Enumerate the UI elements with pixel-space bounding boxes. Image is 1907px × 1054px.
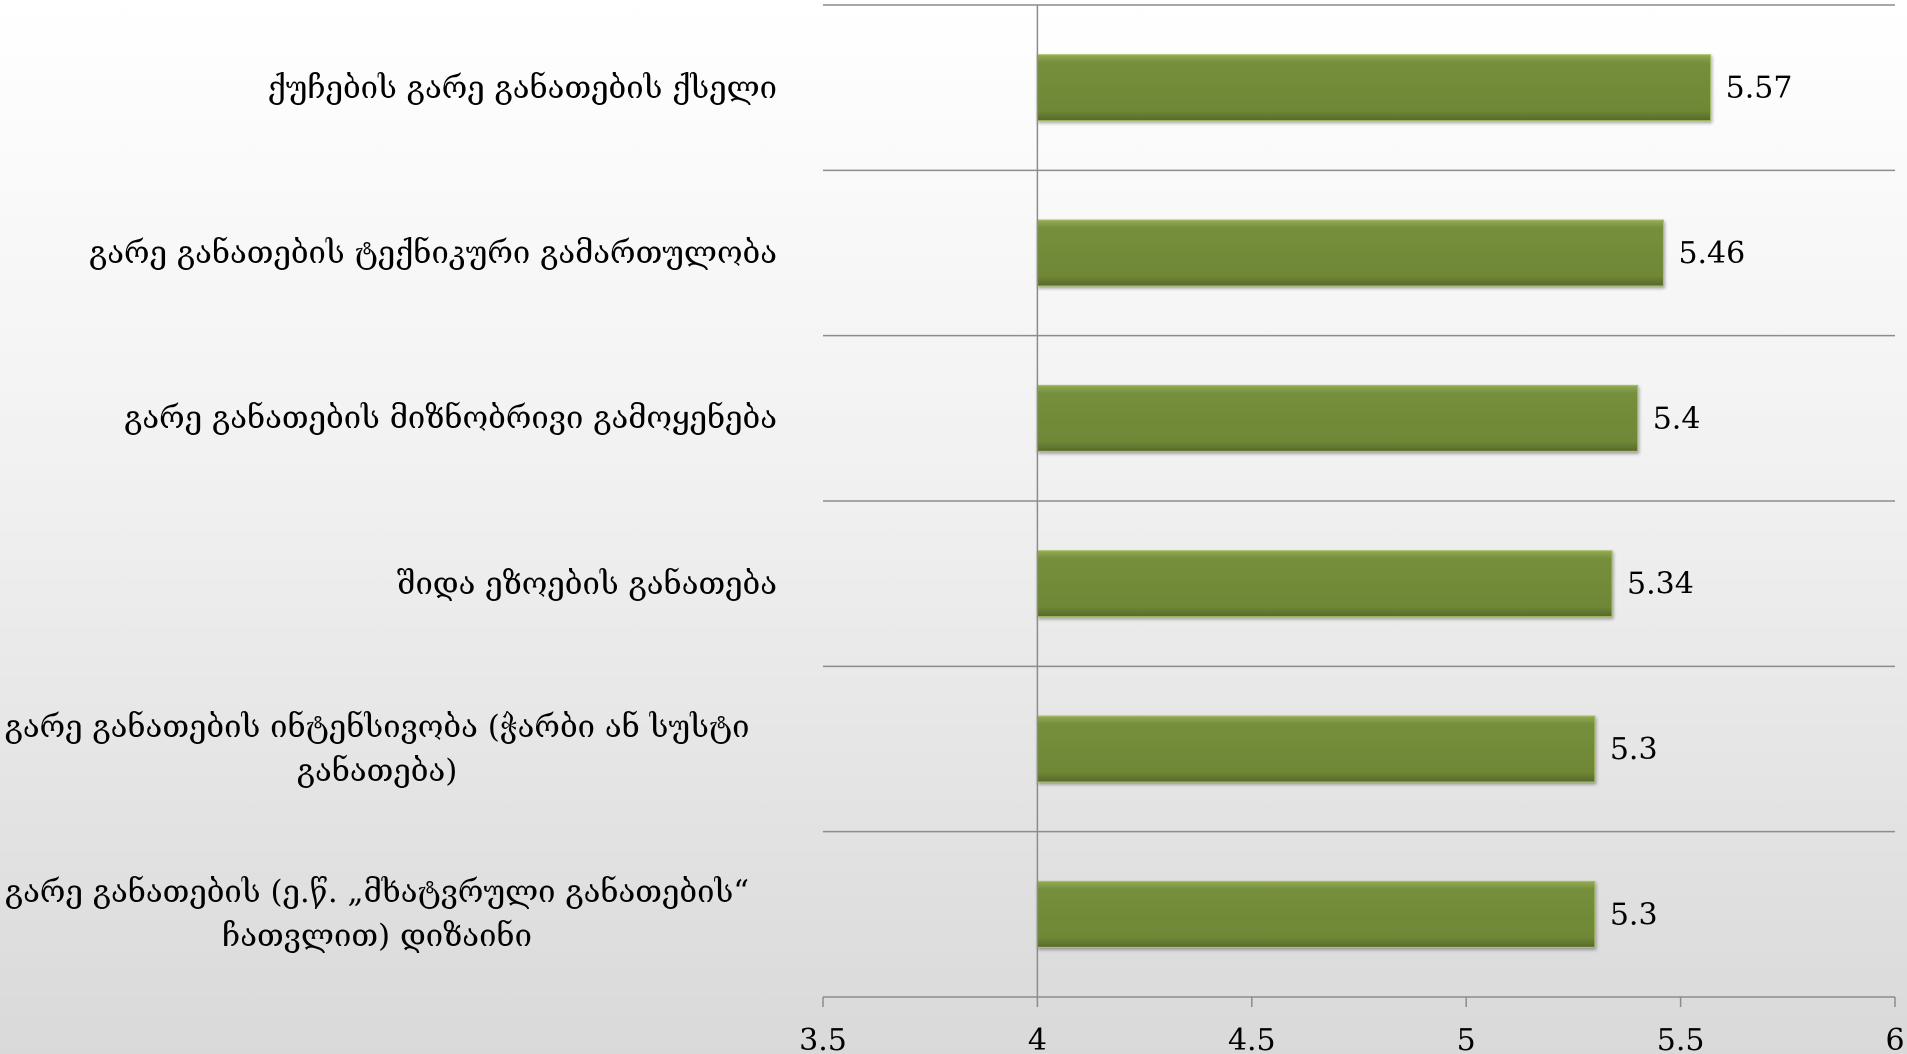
data-label: 5.3 <box>1610 732 1658 767</box>
x-tick-label: 5.5 <box>1657 1023 1705 1054</box>
data-label: 5.57 <box>1726 71 1793 106</box>
category-label: გარე განათების მიზნობრივი გამოყენება <box>124 400 777 437</box>
bar <box>1036 715 1596 783</box>
x-axis: 3.5 4 4.5 5 5.5 6 <box>799 5 1905 1054</box>
x-tick-label: 4 <box>1028 1023 1047 1054</box>
category-label: გარე განათების (ე.წ. „მხატვრული განათები… <box>4 874 750 955</box>
data-labels: 5.57 5.46 5.4 5.34 5.3 5.3 <box>1610 71 1793 933</box>
x-tick-label: 3.5 <box>799 1023 847 1054</box>
data-label: 5.46 <box>1678 236 1745 271</box>
category-label: გარე განათების ინტენსივობა (ჭარბი ან სუს… <box>4 709 750 789</box>
category-label: შიდა ეზოების განათება <box>397 565 777 602</box>
data-label: 5.3 <box>1610 897 1658 932</box>
bar <box>1036 550 1613 618</box>
bar <box>1036 384 1639 452</box>
data-label: 5.4 <box>1653 401 1701 436</box>
x-tick-label: 5 <box>1457 1023 1476 1054</box>
category-label: ქუჩების გარე განათების ქსელი <box>267 69 777 106</box>
x-tick-label: 6 <box>1885 1023 1904 1054</box>
bar <box>1036 54 1712 122</box>
bar <box>1036 219 1664 287</box>
gridlines <box>823 4 1895 998</box>
data-label: 5.34 <box>1627 567 1694 602</box>
category-label: გარე განათების ტექნიკური გამართულობა <box>89 235 777 271</box>
bars <box>1036 54 1712 948</box>
x-tick-label: 4.5 <box>1228 1023 1276 1054</box>
bar <box>1036 880 1596 948</box>
